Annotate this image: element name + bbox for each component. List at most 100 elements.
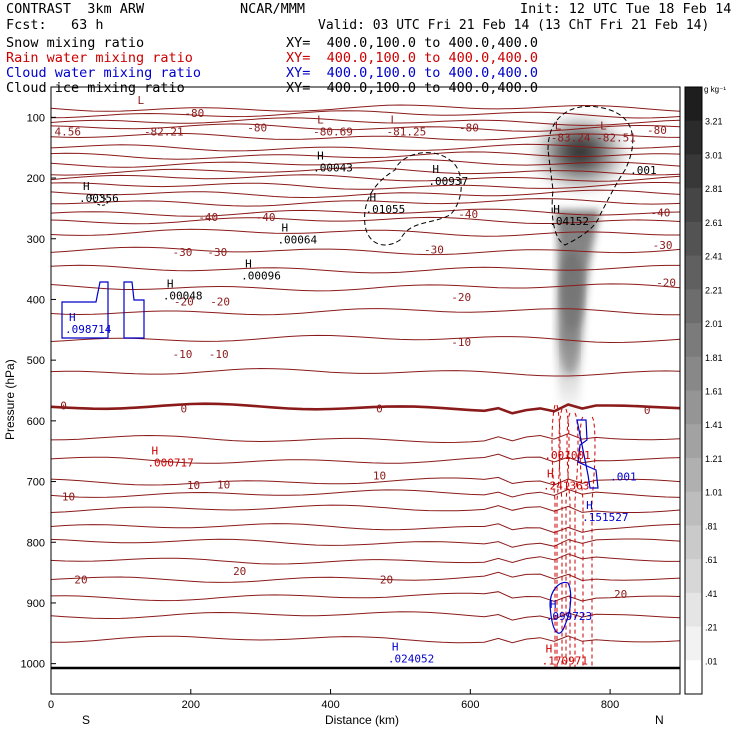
colorbar-segment — [685, 154, 702, 189]
isotherm-line — [51, 143, 680, 152]
extremum-mark: H — [546, 642, 553, 655]
isotherm-line — [51, 476, 680, 486]
isotherm-label: -10 — [209, 348, 229, 361]
extremum-value: .00937 — [428, 175, 468, 188]
extremum-value: .024052 — [388, 653, 434, 666]
isotherm-label: -30 — [172, 246, 192, 259]
isotherm-label: -40 — [198, 211, 218, 224]
isotherm-label: -20 — [656, 276, 676, 289]
isotherm-label: 20 — [614, 588, 627, 601]
x-axis-south: S — [82, 713, 90, 727]
y-tick-label: 900 — [27, 598, 45, 610]
colorbar-label: .01 — [705, 656, 718, 666]
x-tick-label: 600 — [461, 699, 479, 711]
isotherm-label: 10 — [217, 479, 230, 492]
isotherm-label: -30 — [653, 239, 673, 252]
isotherm-label: 0 — [180, 403, 187, 416]
plot-title: CONTRAST 3km ARW — [6, 1, 145, 17]
colorbar-label: 1.21 — [705, 454, 723, 464]
extremum-mark: L — [137, 94, 144, 107]
extremum-value: -82.21 — [144, 126, 184, 139]
colorbar-segment — [685, 356, 702, 391]
isotherm-label: -80 — [647, 124, 667, 137]
isotherm-label: -20 — [451, 291, 471, 304]
extremum-value: -80.69 — [313, 126, 353, 139]
isotherm-line — [51, 174, 680, 182]
x-tick-label: 400 — [321, 699, 339, 711]
isotherm-line — [51, 402, 680, 415]
colorbar-label: 2.01 — [705, 319, 723, 329]
extremum-mark: H — [69, 311, 76, 324]
isotherm-line — [51, 367, 680, 377]
legend-snow-xy: XY= 400.0,100.0 to 400.0,400.0 — [286, 35, 538, 51]
y-tick-label: 400 — [27, 294, 45, 306]
extremum-value: .001001 — [544, 449, 590, 462]
colorbar-label: 1.41 — [705, 420, 723, 430]
colorbar-label: 1.61 — [705, 387, 723, 397]
legend-cloud-ice: Cloud ice mixing ratio — [6, 80, 185, 96]
plot-frame — [50, 86, 681, 695]
extremum-value: .01055 — [366, 203, 406, 216]
isotherm-line — [51, 571, 680, 583]
cloud-water-contour — [123, 281, 145, 339]
isotherm-label: -80 — [247, 122, 267, 135]
colorbar-segment — [685, 525, 702, 560]
colorbar-segment — [685, 424, 702, 459]
isotherm-label: -10 — [172, 348, 192, 361]
cloud-water-contour — [549, 581, 572, 634]
colorbar-segment — [685, 120, 702, 155]
plot-center-label: NCAR/MMM — [240, 1, 306, 17]
extremum-mark: H — [151, 444, 158, 457]
isotherm-line — [51, 167, 680, 176]
valid-time: Valid: 03 UTC Fri 21 Feb 14 (13 ChT Fri … — [318, 18, 710, 33]
extremum-mark: H — [553, 203, 560, 216]
x-axis-label: Distance (km) — [325, 713, 399, 727]
isotherm-line — [51, 104, 680, 112]
colorbar-segment — [685, 255, 702, 290]
isotherm-label: -20 — [174, 295, 194, 308]
colorbar-label: .41 — [705, 589, 718, 599]
isotherm-line — [51, 553, 680, 565]
isotherm-line — [51, 283, 680, 292]
colorbar-segment — [685, 390, 702, 425]
isotherm-label: -80 — [459, 122, 479, 135]
extremum-value: .00064 — [277, 234, 317, 247]
colorbar-label: 2.61 — [705, 218, 723, 228]
colorbar-label: .61 — [705, 555, 718, 565]
colorbar: 3.21 3.01 2.81 2.61 2.41 2.21 2.01 1.81 1.61 1.41… — [684, 85, 726, 695]
y-tick-label: 200 — [27, 173, 45, 185]
isotherm-label: -80 — [184, 107, 204, 120]
extremum-mark: H — [392, 641, 399, 654]
isotherm-line — [51, 433, 680, 444]
extremum-value: .00096 — [241, 270, 281, 283]
extremum-value: -82.51 — [596, 132, 636, 145]
extremum-mark: H — [281, 222, 288, 235]
isotherm-line — [51, 151, 680, 160]
isotherm-line — [51, 117, 680, 126]
x-tick-label: 800 — [601, 699, 619, 711]
contour-labels: -80 -80 -80 -80 -40 -40 -40 -40 -30 -30 -30 -30 -20 -… — [60, 107, 676, 601]
extremum-value: .00356 — [79, 192, 119, 205]
cloud-water-contour — [61, 281, 109, 339]
extremum-value: .000717 — [147, 456, 193, 469]
mixing-ratio-contours — [61, 105, 634, 668]
isotherm-line — [51, 504, 680, 513]
y-tick-label: 700 — [27, 477, 45, 489]
extremum-value: .00043 — [313, 161, 353, 174]
isotherm-label: -40 — [650, 207, 670, 220]
extremum-value: .001 — [610, 470, 637, 483]
isotherm-label: 20 — [380, 573, 393, 586]
colorbar-segment — [685, 626, 702, 661]
isotherm-line — [51, 123, 680, 132]
colorbar-segment — [685, 221, 702, 257]
colorbar-label: 1.81 — [705, 353, 723, 363]
extremum-value: 4.56 — [54, 126, 81, 139]
y-tick-label: 100 — [27, 112, 45, 124]
x-axis-north: N — [655, 713, 664, 727]
extremum-mark: H — [83, 180, 90, 193]
isotherm-line — [51, 635, 680, 644]
extremum-value: -81.25 — [386, 126, 426, 139]
colorbar-label: 3.21 — [705, 117, 723, 127]
isotherm-line — [51, 159, 680, 168]
